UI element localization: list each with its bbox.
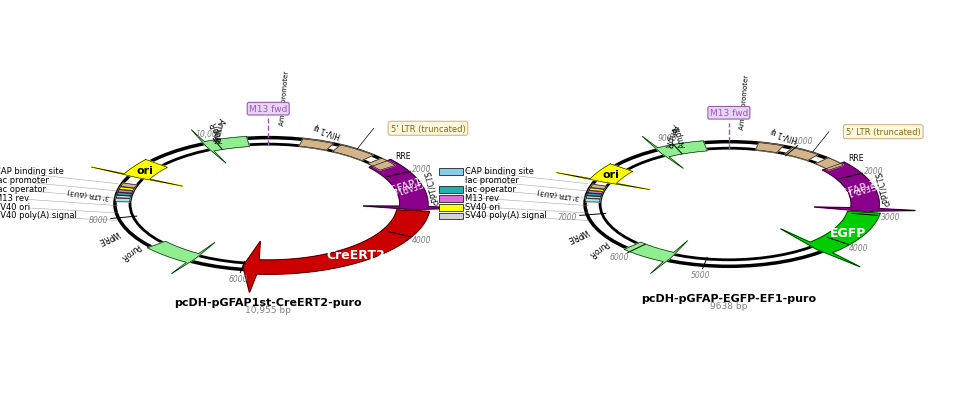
Text: SV40 ori: SV40 ori xyxy=(0,202,30,211)
Text: CAP binding site: CAP binding site xyxy=(0,166,63,175)
Text: 8000: 8000 xyxy=(88,216,108,225)
Polygon shape xyxy=(116,196,131,199)
Text: 10,000: 10,000 xyxy=(195,129,222,138)
Polygon shape xyxy=(362,160,464,210)
Text: 2000: 2000 xyxy=(412,165,431,174)
Polygon shape xyxy=(91,160,182,187)
Text: pGFAP-1st: pGFAP-1st xyxy=(832,175,886,200)
Text: 4000: 4000 xyxy=(848,244,867,253)
Text: pcDH-pGFAP-EGFP-EF1-puro: pcDH-pGFAP-EGFP-EF1-puro xyxy=(641,293,816,303)
Polygon shape xyxy=(587,191,602,194)
Text: lac promoter: lac promoter xyxy=(0,175,48,184)
Text: 5' LTR (truncated): 5' LTR (truncated) xyxy=(391,124,465,133)
Text: RRE: RRE xyxy=(394,151,410,160)
FancyBboxPatch shape xyxy=(439,187,462,193)
Polygon shape xyxy=(784,148,817,161)
Text: AmpR: AmpR xyxy=(672,124,687,148)
Polygon shape xyxy=(588,189,604,192)
Text: AmpR: AmpR xyxy=(209,117,225,144)
Text: RRE: RRE xyxy=(848,154,863,163)
Text: lac operator: lac operator xyxy=(0,184,46,193)
Polygon shape xyxy=(121,184,137,189)
Polygon shape xyxy=(590,185,606,190)
Text: WPRE: WPRE xyxy=(566,226,589,244)
Text: lac promoter: lac promoter xyxy=(464,175,518,184)
Text: 4000: 4000 xyxy=(412,235,431,244)
Polygon shape xyxy=(585,199,600,202)
Text: SV40 poly(A) signal: SV40 poly(A) signal xyxy=(464,211,546,220)
Text: 6000: 6000 xyxy=(228,274,247,283)
Text: HIV-1 ψ: HIV-1 ψ xyxy=(312,121,341,139)
Text: AmpR: AmpR xyxy=(209,119,224,144)
FancyBboxPatch shape xyxy=(439,204,462,211)
Text: cPPT/CTS: cPPT/CTS xyxy=(423,169,441,205)
Text: ori: ori xyxy=(602,170,618,180)
Text: PuroR: PuroR xyxy=(585,238,609,259)
FancyBboxPatch shape xyxy=(439,169,462,175)
Polygon shape xyxy=(641,137,706,169)
Polygon shape xyxy=(117,193,132,196)
Polygon shape xyxy=(147,242,215,274)
Text: pGFAP-1st: pGFAP-1st xyxy=(837,178,881,198)
FancyBboxPatch shape xyxy=(439,213,462,220)
Text: SV40 poly(A) signal: SV40 poly(A) signal xyxy=(0,211,77,220)
Text: WPRE: WPRE xyxy=(97,228,121,245)
Text: EGFP: EGFP xyxy=(829,227,865,240)
Text: 5' LTR (truncated): 5' LTR (truncated) xyxy=(845,128,920,137)
Text: 9000: 9000 xyxy=(657,134,676,143)
Text: HIV-1 ψ: HIV-1 ψ xyxy=(769,126,798,143)
Polygon shape xyxy=(586,194,601,197)
Polygon shape xyxy=(118,190,133,193)
Text: AmpR promoter: AmpR promoter xyxy=(278,70,290,126)
Text: 3' LTR (ΔU3): 3' LTR (ΔU3) xyxy=(67,187,109,200)
Text: AmpR promoter: AmpR promoter xyxy=(737,74,749,130)
Text: 6000: 6000 xyxy=(609,253,628,262)
Polygon shape xyxy=(623,241,687,274)
Text: M13 fwd: M13 fwd xyxy=(709,109,747,118)
Polygon shape xyxy=(755,143,782,153)
Text: M13 rev: M13 rev xyxy=(464,193,498,202)
Polygon shape xyxy=(191,130,249,164)
Text: pGFAP1st: pGFAP1st xyxy=(387,175,427,196)
Polygon shape xyxy=(780,212,879,267)
Polygon shape xyxy=(298,139,333,151)
Text: pcDH-pGFAP1st-CreERT2-puro: pcDH-pGFAP1st-CreERT2-puro xyxy=(174,297,361,307)
Text: 5000: 5000 xyxy=(690,270,709,279)
Text: 1000: 1000 xyxy=(793,137,812,146)
Text: CreERT2: CreERT2 xyxy=(327,248,385,261)
Text: pGFAP1st: pGFAP1st xyxy=(382,173,432,198)
Text: M13 fwd: M13 fwd xyxy=(249,105,287,114)
Text: SV40 ori: SV40 ori xyxy=(464,202,499,211)
Text: 9638 bp: 9638 bp xyxy=(709,301,747,310)
Polygon shape xyxy=(332,146,373,161)
Text: PuroR: PuroR xyxy=(118,241,141,262)
Text: cPPT/CTS: cPPT/CTS xyxy=(874,170,891,206)
Polygon shape xyxy=(115,199,130,202)
Text: 3' LTR (ΔU3): 3' LTR (ΔU3) xyxy=(537,188,579,200)
Text: CAP binding site: CAP binding site xyxy=(464,166,533,175)
Polygon shape xyxy=(119,187,134,191)
Text: M13 rev: M13 rev xyxy=(0,193,29,202)
Text: AmpR: AmpR xyxy=(662,122,679,149)
Text: 10,955 bp: 10,955 bp xyxy=(245,306,291,315)
Text: 7000: 7000 xyxy=(556,212,576,221)
Polygon shape xyxy=(815,158,843,171)
Text: 2000: 2000 xyxy=(863,166,883,175)
Text: ori: ori xyxy=(137,166,153,175)
Polygon shape xyxy=(556,164,649,190)
Text: 3000: 3000 xyxy=(880,212,900,221)
Text: lac operator: lac operator xyxy=(464,184,516,193)
Polygon shape xyxy=(813,163,915,212)
FancyBboxPatch shape xyxy=(439,196,462,202)
Polygon shape xyxy=(242,210,429,293)
Polygon shape xyxy=(585,196,600,199)
Polygon shape xyxy=(367,159,394,171)
